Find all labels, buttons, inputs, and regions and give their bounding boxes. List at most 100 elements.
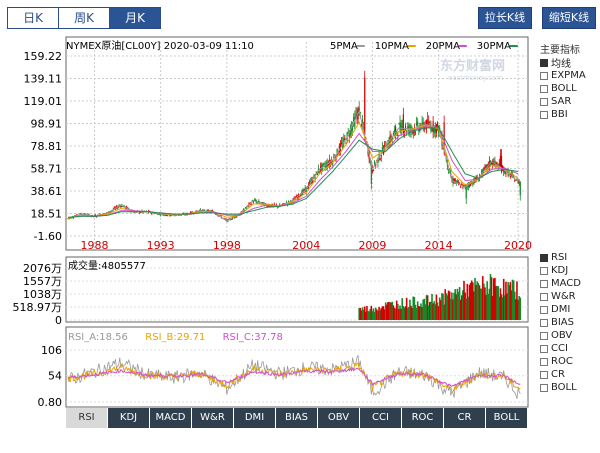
candle-body <box>318 170 321 172</box>
sub-indicator-macd[interactable]: MACD <box>540 277 581 290</box>
candle-body <box>484 167 486 168</box>
indicator-tab-dmi[interactable]: DMI <box>234 408 275 428</box>
tab-month[interactable]: 月K <box>109 7 161 29</box>
rsi-line-rsi_c <box>67 366 521 387</box>
checkbox-icon[interactable] <box>540 266 548 275</box>
volume-bar <box>373 311 376 320</box>
checkbox-icon[interactable] <box>540 71 548 80</box>
indicator-tab-bias[interactable]: BIAS <box>276 408 317 428</box>
checkbox-icon[interactable] <box>540 370 548 379</box>
checkbox-icon[interactable] <box>540 357 548 366</box>
sub-indicator-rsi[interactable]: RSI <box>540 251 581 264</box>
checkbox-icon[interactable] <box>540 292 548 301</box>
sub-indicator-boll[interactable]: BOLL <box>540 381 581 394</box>
volume-bar <box>498 296 501 320</box>
main-indicator-sar[interactable]: SAR <box>540 95 586 108</box>
indicator-tab-roc[interactable]: ROC <box>402 408 443 428</box>
candle-body <box>216 214 218 216</box>
volume-bar <box>400 308 402 320</box>
indicator-tab-wr[interactable]: W&R <box>192 408 233 428</box>
volume-bar <box>391 301 394 320</box>
main-title: NYMEX原油[CL00Y] 2020-03-09 11:10 <box>66 39 254 52</box>
candle-body <box>279 204 281 207</box>
x-tick-label: 2009 <box>358 239 386 252</box>
indicator-tab-rsi[interactable]: RSI <box>66 408 107 428</box>
candle-body <box>345 143 347 145</box>
indicator-tab-obv[interactable]: OBV <box>318 408 359 428</box>
x-tick-label: 2004 <box>292 239 320 252</box>
volume-bar <box>485 294 487 320</box>
volume-bar <box>359 307 362 320</box>
candle-body <box>495 162 497 165</box>
option-label: BOLL <box>551 382 577 393</box>
sub-indicator-wr[interactable]: W&R <box>540 290 581 303</box>
candle-body <box>436 122 439 127</box>
candle-body <box>258 200 260 203</box>
volume-bar <box>442 293 444 320</box>
option-label: RSI <box>551 252 568 263</box>
indicator-tab-kdj[interactable]: KDJ <box>108 408 149 428</box>
volume-bar <box>379 309 381 320</box>
checkbox-icon[interactable] <box>540 253 548 262</box>
volume-bar <box>458 287 461 320</box>
extend-k-button[interactable]: 拉长K线 <box>478 7 532 29</box>
checkbox-icon[interactable] <box>540 279 548 288</box>
main-indicator-[interactable]: 均线 <box>540 56 586 70</box>
main-indicator-bbi[interactable]: BBI <box>540 108 586 121</box>
indicator-tab-macd[interactable]: MACD <box>150 408 191 428</box>
candle-body <box>348 135 350 137</box>
sub-indicator-obv[interactable]: OBV <box>540 329 581 342</box>
checkbox-icon[interactable] <box>540 344 548 353</box>
volume-bar <box>376 309 378 320</box>
checkbox-icon[interactable] <box>540 97 548 106</box>
volume-bar <box>415 307 418 320</box>
indicator-tab-cr[interactable]: CR <box>444 408 485 428</box>
volume-bar <box>366 306 368 320</box>
indicator-tab-boll[interactable]: BOLL <box>486 408 527 428</box>
candle-body <box>490 161 493 165</box>
volume-bar <box>429 301 431 320</box>
checkbox-icon[interactable] <box>540 383 548 392</box>
main-indicator-boll[interactable]: BOLL <box>540 82 586 95</box>
candle-body <box>283 203 285 205</box>
sub-indicator-dmi[interactable]: DMI <box>540 303 581 316</box>
sub-indicator-bias[interactable]: BIAS <box>540 316 581 329</box>
candle-body <box>456 180 458 182</box>
candle-body <box>203 209 205 211</box>
volume-bar <box>476 281 479 320</box>
main-indicator-expma[interactable]: EXPMA <box>540 69 586 82</box>
candle-body <box>402 114 404 134</box>
candle-body <box>499 155 502 167</box>
checkbox-icon[interactable] <box>540 331 548 340</box>
checkbox-icon[interactable] <box>540 110 548 119</box>
candle-body <box>467 185 470 188</box>
volume-bar <box>381 306 384 320</box>
sub-indicator-kdj[interactable]: KDJ <box>540 264 581 277</box>
volume-bar <box>411 307 413 320</box>
rsi-y-tick: 54 <box>48 370 62 383</box>
volume-bar <box>446 295 449 320</box>
volume-bar <box>432 303 434 320</box>
volume-bar <box>421 307 423 320</box>
shrink-k-button[interactable]: 缩短K线 <box>542 7 596 29</box>
candle-body <box>463 184 465 186</box>
checkbox-icon[interactable] <box>540 318 548 327</box>
volume-bar <box>505 281 507 320</box>
tab-week[interactable]: 周K <box>58 7 110 29</box>
candle-body <box>117 207 119 209</box>
volume-bar <box>507 282 509 320</box>
candle-body <box>415 122 418 126</box>
volume-bar <box>502 278 505 320</box>
volume-y-tick: 2076万 <box>23 262 62 275</box>
checkbox-icon[interactable] <box>540 58 548 67</box>
candle-body <box>496 163 498 166</box>
candle-body <box>67 218 69 220</box>
candle-body <box>353 116 355 122</box>
indicator-tab-cci[interactable]: CCI <box>360 408 401 428</box>
sub-indicator-roc[interactable]: ROC <box>540 355 581 368</box>
checkbox-icon[interactable] <box>540 84 548 93</box>
sub-indicator-cci[interactable]: CCI <box>540 342 581 355</box>
checkbox-icon[interactable] <box>540 305 548 314</box>
sub-indicator-cr[interactable]: CR <box>540 368 581 381</box>
rsi-legend-label: RSI_A:18.56 <box>68 332 128 343</box>
